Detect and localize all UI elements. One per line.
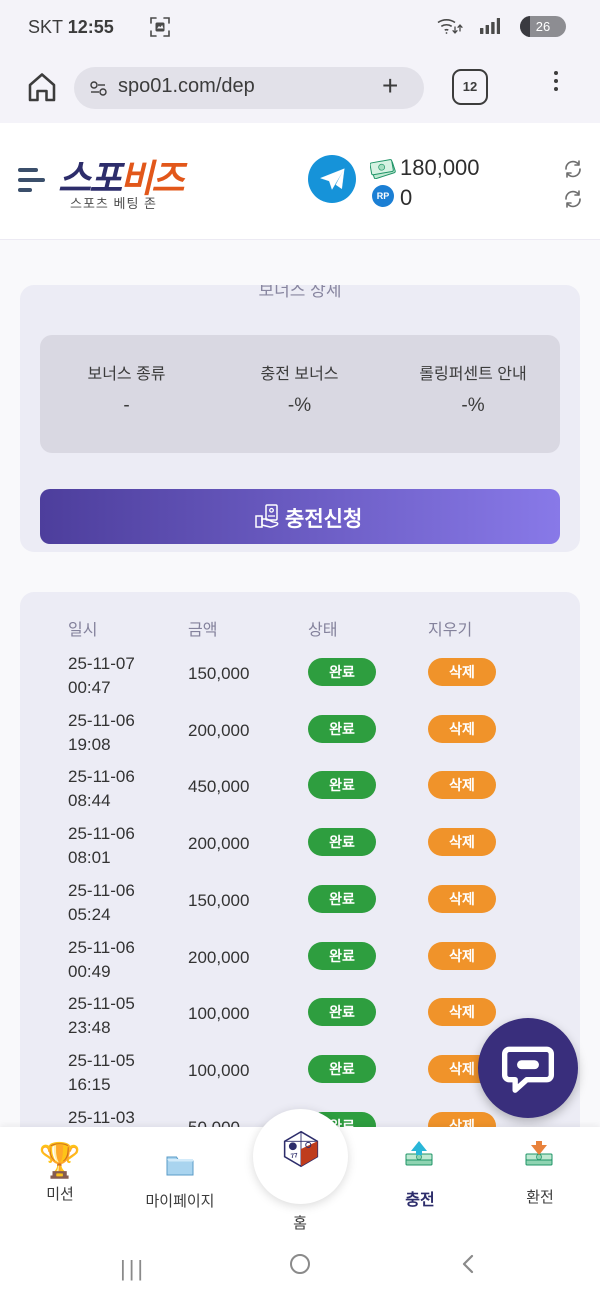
svg-text:77: 77 xyxy=(290,1152,298,1160)
